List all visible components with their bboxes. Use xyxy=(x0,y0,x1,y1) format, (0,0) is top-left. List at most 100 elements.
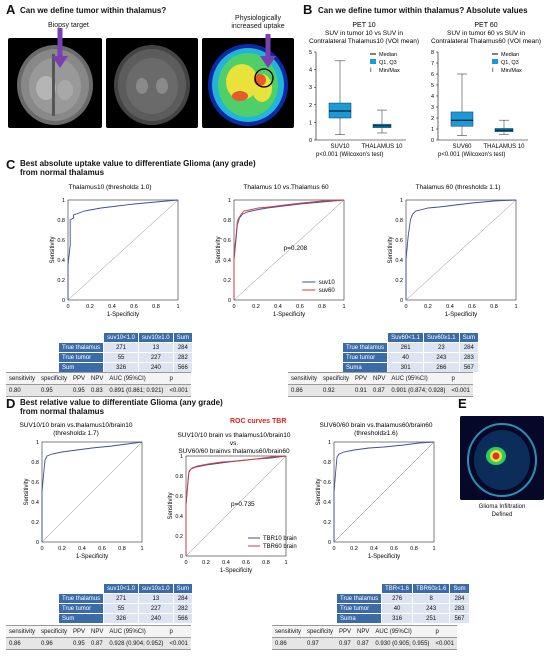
table-cell: 266 xyxy=(423,362,460,373)
stat-value-cell: 0.92 xyxy=(320,384,353,397)
roc-series-line xyxy=(233,199,345,300)
table-cell: 284 xyxy=(458,342,480,353)
panel-b-title: Can we define tumor within thalamus? Abs… xyxy=(318,6,528,15)
biopsy-arrow-icon xyxy=(52,28,68,68)
table-header-cell: Sum xyxy=(172,583,194,594)
roc-title: SUV60/60 brainvs thalamus60/brain60 xyxy=(178,448,290,455)
roc-title: SUV60/60 brain vs.thalamus60/brain60 xyxy=(319,422,432,429)
y-tick-label: 6 xyxy=(431,72,434,78)
y-tick-label: 1 xyxy=(309,120,312,126)
diagonal-reference xyxy=(67,199,179,301)
y-tick-label: 0 xyxy=(400,298,403,304)
table-cell: True thalamus xyxy=(335,593,383,604)
panel-c-title: Best absolute uptake value to differenti… xyxy=(20,159,256,177)
y-tick-label: 1 xyxy=(62,198,65,204)
x-axis-label: 1-Specificity xyxy=(368,554,400,560)
table-cell: True thalamus xyxy=(341,342,389,353)
panel-d-letter: D xyxy=(6,396,16,411)
x-tick-label: 0 xyxy=(232,304,235,310)
x-tick-label: 0.8 xyxy=(262,560,270,566)
table-cell: Sum xyxy=(57,613,105,624)
y-tick-label: 0.2 xyxy=(323,520,331,526)
table-header-cell xyxy=(57,332,105,343)
y-axis-label: Sensitivity xyxy=(168,492,174,519)
table-header-cell: TBR<1.6 xyxy=(381,583,413,594)
y-tick-label: 0.4 xyxy=(323,500,331,506)
y-tick-label: 0 xyxy=(36,540,39,546)
stat-header-cell: PPV xyxy=(336,625,355,638)
x-tick-label: 0.2 xyxy=(350,546,358,552)
table-header-cell: suv10≥1.0 xyxy=(138,332,174,343)
y-tick-label: 2 xyxy=(431,116,434,122)
table-cell: Suma xyxy=(335,613,383,624)
y-tick-label: 5 xyxy=(431,83,434,89)
table-cell: 261 xyxy=(387,342,424,353)
x-axis-label: 1-Specificity xyxy=(273,312,305,318)
x-axis-label: 1-Specificity xyxy=(445,312,477,318)
stat-header-cell: NPV xyxy=(88,625,107,638)
y-tick-label: 0.4 xyxy=(31,500,39,506)
y-tick-label: 0 xyxy=(228,298,231,304)
legend-label: suv10 xyxy=(319,280,336,286)
y-axis-label: Sensitivity xyxy=(24,478,30,505)
roc-title: Thalamus10 (threshold≥ 1.0) xyxy=(68,184,151,191)
legend-minmax-icon: I xyxy=(370,68,372,74)
roc-title: Thalamus 10 vs.Thalamus 60 xyxy=(243,184,329,191)
table-header-cell: suv10<1.0 xyxy=(103,332,139,343)
y-tick-label: 0.8 xyxy=(323,460,331,466)
x-tick-label: 1 xyxy=(176,304,179,310)
stat-header-cell: specificity xyxy=(304,625,337,638)
y-tick-label: 0 xyxy=(328,540,331,546)
box-title-line1: PET 60 xyxy=(474,22,497,29)
y-axis-label: Sensitivity xyxy=(388,236,394,263)
y-tick-label: 0.6 xyxy=(395,238,403,244)
table-header-cell: Suv60<1.1 xyxy=(387,332,424,343)
x-tick-label: 0.6 xyxy=(242,560,250,566)
panel-d-title-line1: Best relative value to differentiate Gli… xyxy=(20,398,223,407)
roc-chart-thalamus60: Thalamus 60 (threshold≥ 1.1) 00 0.2 0.2 0.4 0… xyxy=(388,184,518,318)
y-tick-label: 0.2 xyxy=(31,520,39,526)
table-header-cell: suv10≥1.0 xyxy=(138,583,174,594)
table-cell: 566 xyxy=(172,362,194,373)
panel-e-caption-line1: Glioma Infiltration xyxy=(478,504,526,510)
y-tick-label: 4 xyxy=(431,94,434,100)
x-tick-label: 0.6 xyxy=(390,546,398,552)
table-cell: 23 xyxy=(423,342,460,353)
x-tick-label: 0.4 xyxy=(222,560,230,566)
y-tick-label: 0.2 xyxy=(223,278,231,284)
table-cell: 282 xyxy=(172,352,194,363)
category-label: SUV10 xyxy=(330,144,350,150)
y-axis-label: Sensitivity xyxy=(216,236,222,263)
stat-header-cell: p xyxy=(432,625,457,638)
table-header-cell: Sum xyxy=(458,332,480,343)
biopsy-label: Biopsy target xyxy=(48,22,89,29)
table-cell: 240 xyxy=(138,362,174,373)
table-cell: 316 xyxy=(381,613,413,624)
x-tick-label: 0.2 xyxy=(58,546,66,552)
x-tick-label: 1 xyxy=(432,546,435,552)
legend-median: Median xyxy=(379,52,397,58)
table-header-cell: TBR60≥1.6 xyxy=(411,583,451,594)
stat-value-cell: <0.001 xyxy=(432,637,457,650)
table-cell: 227 xyxy=(138,352,174,363)
stat-value-cell: 0.91 xyxy=(352,384,371,397)
panel-d-title: Best relative value to differentiate Gli… xyxy=(20,398,223,416)
x-tick-label: 1 xyxy=(342,304,345,310)
y-tick-label: 1 xyxy=(36,440,39,446)
table-cell: 13 xyxy=(138,342,174,353)
roc-chart-tbr60: SUV60/60 brain vs.thalamus60/brain60(thr… xyxy=(316,422,436,560)
stat-header-cell: sensitivity xyxy=(272,625,305,638)
stat-header-cell: PPV xyxy=(352,372,371,385)
x-tick-label: 0.2 xyxy=(202,560,210,566)
table-cell: 284 xyxy=(449,593,470,604)
panel-c-letter: C xyxy=(6,157,16,172)
x-tick-label: 0.2 xyxy=(86,304,94,310)
y-tick-label: 4 xyxy=(309,68,312,74)
table-cell: 567 xyxy=(449,613,470,624)
stat-header-cell: specificity xyxy=(38,625,71,638)
stat-value-cell: 0.86 xyxy=(288,384,321,397)
table-cell: True tumor xyxy=(335,603,383,614)
legend-median: Median xyxy=(501,52,519,58)
stat-header-cell: PPV xyxy=(70,625,89,638)
